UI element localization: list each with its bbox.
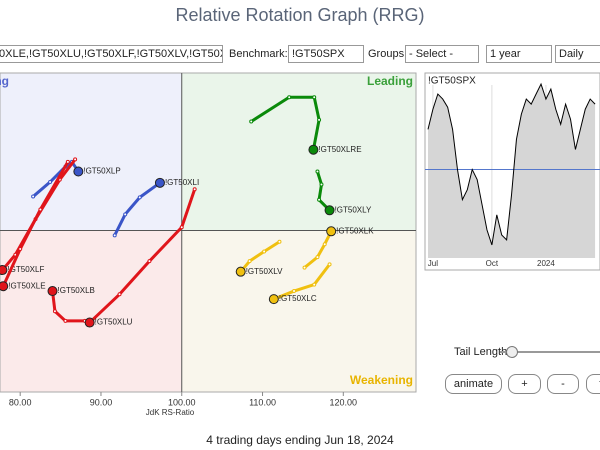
tail [51,290,85,323]
price-line [427,82,596,246]
quadrant-label: Improving [0,74,9,88]
head-point [84,317,95,328]
x-tick-label: Jul [428,259,438,268]
tail-point [302,265,307,270]
x-tick-label: 110.00 [249,397,276,407]
head-point [0,281,9,292]
benchmark-label: Benchmark: [229,48,288,60]
quadrant-label: Leading [367,74,413,88]
tail-point [31,194,36,199]
series-label: !GT50XLP [83,167,120,176]
head-point [47,286,58,297]
tail-point [63,318,68,323]
benchmark-input[interactable]: !GT50SPX [288,45,364,63]
head-point [268,294,279,305]
tail [113,181,161,236]
head-point [326,226,337,237]
tail-point [147,259,152,264]
quadrant-label: Weakening [350,373,413,387]
tail-point [192,187,197,192]
tail-slider-track [500,351,600,353]
tail-point [137,195,142,200]
series-label: !GT50XLF [7,265,44,274]
tail-point [48,180,53,185]
series-label: !GT50XLV [246,267,283,276]
tail [239,240,281,273]
tail-point [317,197,322,202]
mini-chart-title: !GT50SPX [428,76,476,87]
head-point [154,177,165,188]
tail-point [262,249,267,254]
period-select[interactable]: 1 year [486,45,552,63]
groups-label: Groups: [368,48,408,60]
series-label: !GT50XLU [95,318,133,327]
tail [303,230,333,269]
footer: 4 trading days ending Jun 18, 2024 [206,433,394,447]
head-point [235,266,246,277]
series-label: !GT50XLE [8,281,45,290]
tail-point [65,159,70,164]
x-tick-label: Oct [486,259,499,268]
tail-length-label: Tail Length: [454,346,511,358]
tail-point [292,289,297,294]
tail-point [18,247,23,252]
series-label: !GT50XLRE [318,145,361,154]
tail-point [312,282,317,287]
series-label: !GT50XLB [58,286,95,295]
tail-point [327,262,332,267]
tail-point [315,169,320,174]
tail-point [249,119,254,124]
animate-button[interactable]: animate [445,374,502,394]
minus-button[interactable]: - [547,374,579,394]
series-label: !GT50XLK [336,226,374,235]
tail-point [319,182,324,187]
tail-point [315,255,320,260]
page-title: Relative Rotation Graph (RRG) [175,5,425,25]
tail-point [117,292,122,297]
tail [316,171,331,212]
head-point [324,205,335,216]
tail [273,263,331,301]
price-area [428,84,596,259]
symbols-input[interactable]: 0XLE,!GT50XLU,!GT50XLF,!GT50XLV,!GT50X [0,45,223,63]
tail-point [317,117,322,122]
tail-point [52,309,57,314]
quadrant-weakening [181,230,416,392]
x-tick-label: 120.00 [330,397,358,407]
tail-point [287,95,292,100]
tail-point [322,242,327,247]
tail-point [112,233,117,238]
tail-point [73,157,78,162]
head-point [0,265,8,276]
tail-point [277,239,282,244]
head-point [308,144,319,155]
tail [1,161,70,287]
x-tick-label: 80.00 [9,397,32,407]
series-label: !GT50XLI [165,178,199,187]
quadrant-leading [181,73,416,231]
tail-point [247,259,252,264]
series-label: !GT50XLY [335,205,372,214]
tail-slider-knob[interactable] [506,346,518,358]
groups-select[interactable]: - Select - [405,45,479,63]
tail-point [179,225,184,230]
plot-border [0,72,417,393]
tail-point [123,212,128,217]
tail-point [38,207,43,212]
plus-button[interactable]: + [508,374,541,394]
tail-point [312,95,317,100]
x-tick-label: 90.00 [90,397,113,407]
quadrant-improving [0,73,182,231]
head-point [73,166,84,177]
x-axis-label: JdK RS-Ratio [146,408,195,417]
series-label: !GT50XLC [279,294,317,303]
x-tick-label: 100.00 [168,397,196,407]
frequency-select[interactable]: Daily [555,45,600,63]
x-tick-label: 2024 [537,259,555,268]
